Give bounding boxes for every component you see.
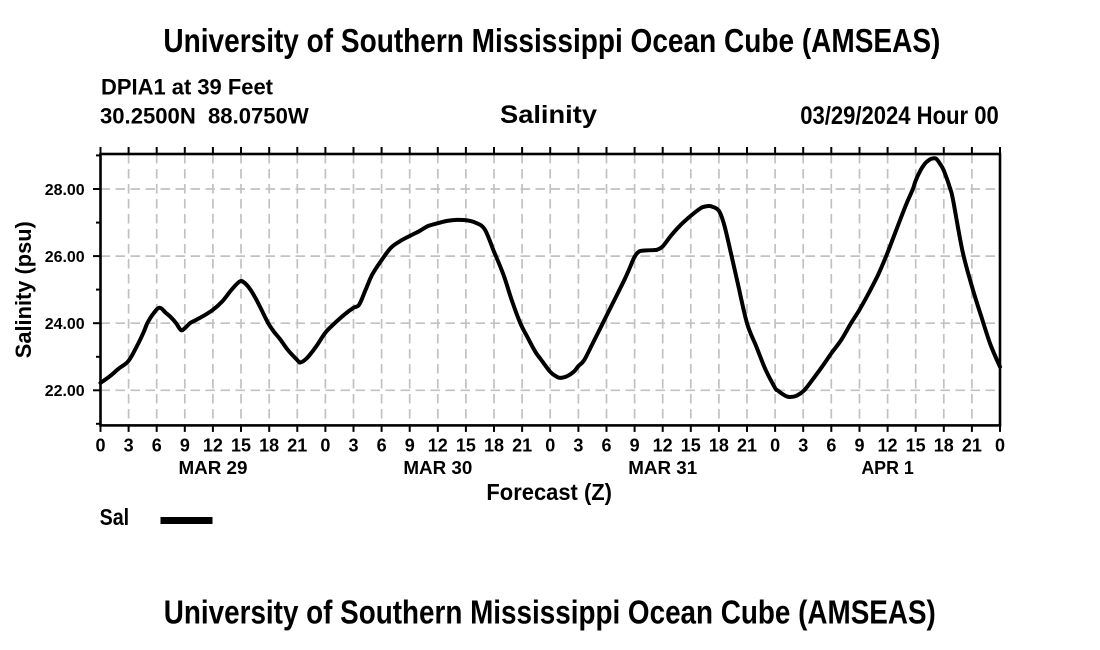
svg-text:12: 12	[428, 436, 448, 456]
svg-text:Salinity: Salinity	[500, 101, 597, 129]
svg-text:18: 18	[484, 436, 504, 456]
svg-text:Sal: Sal	[100, 504, 130, 530]
svg-text:12: 12	[878, 436, 898, 456]
svg-text:3: 3	[573, 436, 583, 456]
svg-text:15: 15	[906, 436, 926, 456]
svg-text:MAR 31: MAR 31	[628, 458, 697, 478]
svg-text:0: 0	[770, 436, 780, 456]
svg-text:APR 1: APR 1	[861, 458, 914, 478]
svg-text:3: 3	[798, 436, 808, 456]
svg-text:9: 9	[405, 436, 415, 456]
svg-text:9: 9	[180, 436, 190, 456]
svg-text:15: 15	[456, 436, 476, 456]
svg-text:6: 6	[152, 436, 162, 456]
svg-text:03/29/2024 Hour 00: 03/29/2024 Hour 00	[800, 102, 999, 130]
svg-text:21: 21	[512, 436, 532, 456]
svg-text:18: 18	[934, 436, 954, 456]
svg-text:6: 6	[826, 436, 836, 456]
svg-text:21: 21	[737, 436, 757, 456]
svg-text:9: 9	[630, 436, 640, 456]
svg-text:15: 15	[681, 436, 701, 456]
svg-text:30.2500N 88.0750W: 30.2500N 88.0750W	[100, 103, 309, 128]
svg-text:MAR 30: MAR 30	[403, 458, 472, 478]
svg-text:Salinity (psu): Salinity (psu)	[11, 221, 36, 358]
svg-text:24.00: 24.00	[45, 316, 85, 333]
svg-text:9: 9	[854, 436, 864, 456]
svg-text:21: 21	[287, 436, 307, 456]
svg-text:28.00: 28.00	[45, 182, 85, 199]
svg-text:Forecast (Z): Forecast (Z)	[486, 479, 612, 505]
svg-text:MAR 29: MAR 29	[178, 458, 247, 478]
svg-text:3: 3	[348, 436, 358, 456]
svg-text:DPIA1 at 39 Feet: DPIA1 at 39 Feet	[101, 74, 274, 99]
svg-text:26.00: 26.00	[45, 249, 85, 266]
svg-text:0: 0	[320, 436, 330, 456]
svg-text:15: 15	[231, 436, 251, 456]
svg-text:0: 0	[95, 436, 105, 456]
svg-text:University of Southern Mississ: University of Southern Mississippi Ocean…	[164, 594, 936, 631]
svg-text:University of Southern Mississ: University of Southern Mississippi Ocean…	[163, 22, 940, 59]
svg-text:0: 0	[545, 436, 555, 456]
svg-text:6: 6	[601, 436, 611, 456]
svg-text:22.00: 22.00	[45, 383, 85, 400]
svg-text:3: 3	[124, 436, 134, 456]
svg-text:12: 12	[653, 436, 673, 456]
svg-text:6: 6	[377, 436, 387, 456]
svg-text:12: 12	[203, 436, 223, 456]
svg-text:18: 18	[259, 436, 279, 456]
svg-text:21: 21	[962, 436, 982, 456]
svg-text:18: 18	[709, 436, 729, 456]
svg-text:0: 0	[995, 436, 1005, 456]
